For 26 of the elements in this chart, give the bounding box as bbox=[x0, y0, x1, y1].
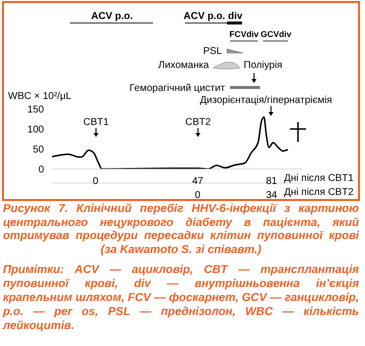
y-tick-label: 50 bbox=[32, 144, 44, 156]
annotation: CBT1 bbox=[83, 117, 110, 128]
text: ACV p.o. div bbox=[184, 11, 243, 22]
text: Рисунок 7. Клінічний перебіг HHV-6-інфекції з картиною центрального нецукрового діабету в пацієнта, який отримував процедури пересадки клітин пуповинної крові (за Kawamoto S. зі співавт.) bbox=[3, 203, 359, 257]
text: Поліурія bbox=[244, 60, 282, 71]
x-tick-label: 47 bbox=[192, 176, 204, 188]
line-series bbox=[52, 116, 289, 169]
x2-axis-title: Дні після CBT2 bbox=[284, 187, 354, 198]
y-tick-label: 100 bbox=[27, 124, 44, 136]
y-axis-title: WBC × 10²/μL bbox=[8, 91, 72, 102]
annotation: CBT2 bbox=[185, 117, 212, 128]
y-tick-label: 150 bbox=[27, 104, 44, 116]
text: Дизорієнтація/гіпернатріємія bbox=[200, 95, 332, 106]
x-tick-label: 0 bbox=[92, 176, 99, 188]
text: Геморагічний цистит bbox=[130, 83, 226, 94]
y-tick-label: 0 bbox=[38, 164, 44, 176]
x2-tick-label: 34 bbox=[266, 190, 278, 202]
x-tick-label: 81 bbox=[266, 176, 278, 188]
text: FCVdiv bbox=[229, 29, 259, 39]
text: ACV p.o. bbox=[91, 11, 134, 22]
text: Лихоманка bbox=[158, 60, 210, 71]
text: PSL bbox=[203, 46, 222, 57]
text: GCVdiv bbox=[260, 29, 292, 39]
x2-tick-label: 0 bbox=[194, 190, 201, 202]
text: Примітки: ACV — ацикловір, CBT — трансплантація пуповинної крові, div — внутрішньовенна ін’єкція крапельним шляхом, FCV — фоскарнет, GCV — ганцикловір, p.o. — per os, PSL — преднізолон, WBC — кількість лейкоцитів. bbox=[3, 263, 359, 333]
x-axis-title: Дні після CBT1 bbox=[284, 173, 354, 184]
